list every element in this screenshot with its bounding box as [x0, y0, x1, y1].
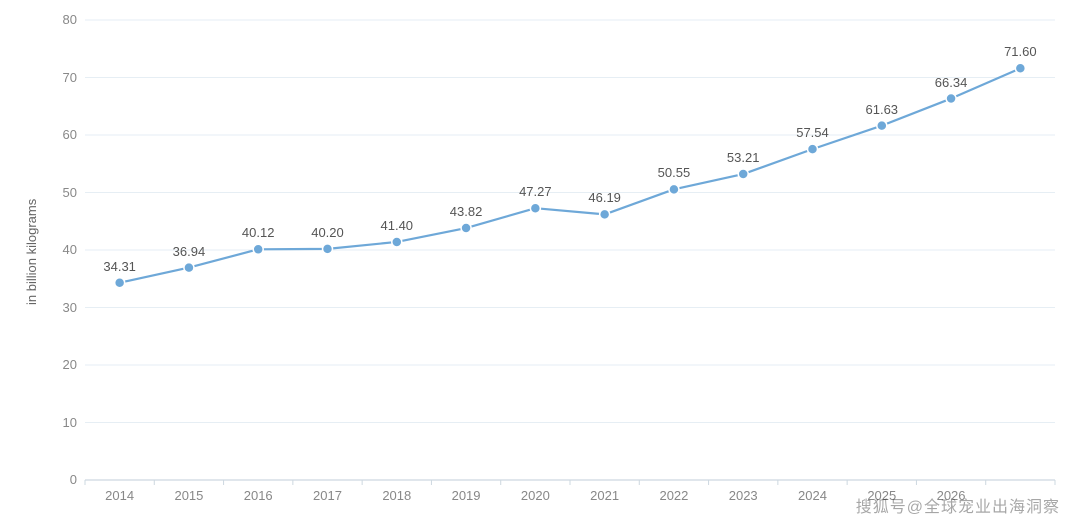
y-tick-label: 10 [63, 415, 77, 430]
chart-container: 0 10 20 30 40 50 60 70 80 2014 2015 2016 2017 2018 201… [0, 0, 1080, 527]
y-tick-label: 50 [63, 185, 77, 200]
data-point-label: 57.54 [796, 125, 829, 140]
x-tick-label: 2024 [798, 488, 827, 503]
x-tick-label: 2017 [313, 488, 342, 503]
x-tick-label: 2015 [174, 488, 203, 503]
data-point-label: 66.34 [935, 75, 968, 90]
x-tick-label: 2016 [244, 488, 273, 503]
x-tick-label: 2014 [105, 488, 134, 503]
x-tick-label: 2020 [521, 488, 550, 503]
y-tick-label: 0 [70, 472, 77, 487]
y-tick-label: 40 [63, 242, 77, 257]
x-tick-label: 2018 [382, 488, 411, 503]
data-point-label: 40.12 [242, 225, 275, 240]
data-point-label: 34.31 [103, 259, 136, 274]
data-point-label: 36.94 [173, 244, 206, 259]
y-tick-label: 70 [63, 70, 77, 85]
data-point-label: 41.40 [381, 218, 414, 233]
data-point-label: 61.63 [866, 102, 899, 117]
y-tick-label: 80 [63, 12, 77, 27]
data-point-label: 53.21 [727, 150, 760, 165]
y-tick-label: 30 [63, 300, 77, 315]
data-point-label: 43.82 [450, 204, 483, 219]
data-point-label: 46.19 [588, 190, 621, 205]
x-tick-label: 2022 [659, 488, 688, 503]
x-tick-label: 2021 [590, 488, 619, 503]
y-tick-label: 20 [63, 357, 77, 372]
data-point-label: 71.60 [1004, 44, 1037, 59]
watermark-text: 搜狐号@全球宠业出海洞察 [856, 493, 1060, 517]
data-point-label: 40.20 [311, 225, 344, 240]
y-tick-label: 60 [63, 127, 77, 142]
data-point-label: 47.27 [519, 184, 552, 199]
x-tick-label: 2019 [452, 488, 481, 503]
line-chart-svg [0, 0, 1080, 527]
y-axis-title: in billion kilograms [24, 199, 39, 305]
x-tick-label: 2023 [729, 488, 758, 503]
data-point-label: 50.55 [658, 165, 691, 180]
